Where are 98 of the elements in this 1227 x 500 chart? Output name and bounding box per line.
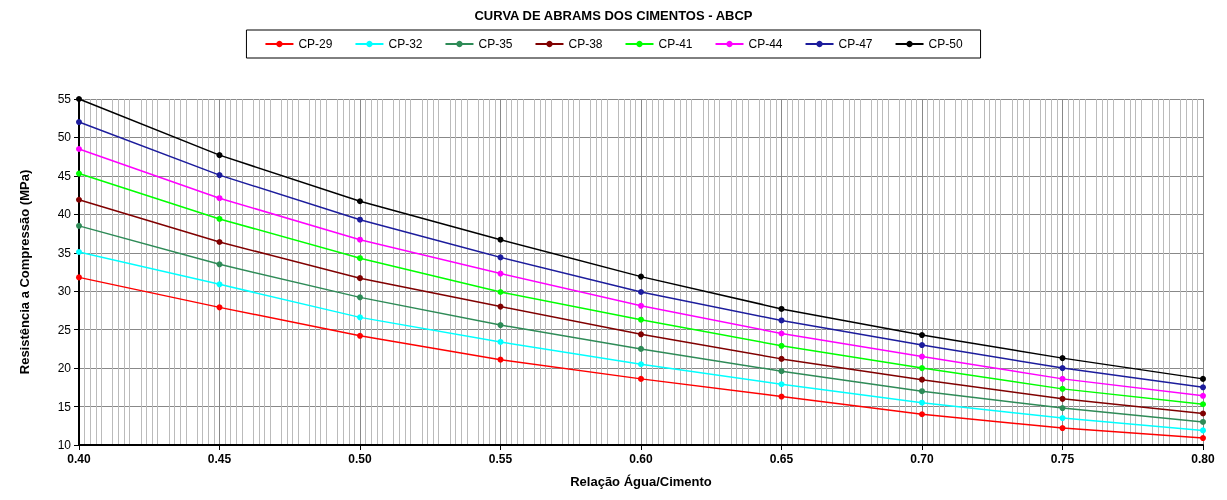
point bbox=[357, 198, 363, 205]
y-axis-title: Resistência a Compressão (MPa) bbox=[17, 169, 32, 375]
point bbox=[497, 288, 504, 295]
point bbox=[497, 270, 504, 277]
point bbox=[919, 342, 925, 349]
point bbox=[919, 332, 925, 339]
point bbox=[216, 152, 223, 159]
point bbox=[778, 381, 785, 388]
point bbox=[216, 215, 223, 222]
point bbox=[919, 353, 925, 360]
point bbox=[216, 195, 223, 202]
point bbox=[216, 239, 223, 246]
point bbox=[216, 172, 223, 179]
point bbox=[76, 274, 82, 281]
x-tick-label: 0.55 bbox=[488, 452, 513, 466]
point bbox=[638, 375, 644, 382]
point bbox=[919, 399, 925, 406]
point bbox=[778, 393, 785, 400]
point bbox=[1200, 401, 1206, 408]
point bbox=[76, 196, 82, 203]
point bbox=[638, 302, 644, 309]
legend-label: CP-38 bbox=[568, 37, 603, 51]
legend-label: CP-41 bbox=[658, 37, 693, 51]
point bbox=[1059, 375, 1066, 382]
point bbox=[638, 331, 644, 338]
point bbox=[638, 288, 644, 295]
x-tick-label: 0.80 bbox=[1191, 452, 1215, 466]
point bbox=[1200, 384, 1206, 391]
point bbox=[357, 275, 363, 282]
point bbox=[357, 314, 363, 321]
point bbox=[357, 255, 363, 262]
point bbox=[1200, 375, 1206, 382]
y-tick-label: 10 bbox=[57, 438, 72, 452]
legend-label: CP-35 bbox=[478, 37, 513, 51]
point bbox=[778, 317, 785, 324]
point bbox=[638, 361, 644, 368]
point bbox=[638, 345, 644, 352]
point bbox=[1200, 427, 1206, 434]
point bbox=[778, 355, 785, 362]
y-tick-label: 45 bbox=[57, 168, 72, 183]
point bbox=[919, 376, 925, 383]
point bbox=[76, 145, 82, 152]
legend-label: CP-47 bbox=[838, 37, 873, 51]
point bbox=[497, 303, 504, 310]
y-tick-label: 25 bbox=[57, 322, 72, 337]
legend-label: CP-50 bbox=[928, 37, 963, 51]
point bbox=[357, 332, 363, 339]
legend-label: CP-32 bbox=[388, 37, 423, 51]
y-tick-label: 55 bbox=[57, 92, 72, 106]
point bbox=[919, 411, 925, 418]
point bbox=[1059, 355, 1066, 362]
point bbox=[1059, 425, 1066, 432]
x-tick-label: 0.40 bbox=[67, 452, 91, 466]
point bbox=[76, 119, 82, 126]
x-axis-title: Relação Água/Cimento bbox=[570, 474, 712, 489]
point bbox=[497, 322, 504, 329]
point bbox=[919, 388, 925, 395]
point bbox=[1200, 410, 1206, 417]
y-tick-label: 20 bbox=[57, 361, 72, 376]
point bbox=[778, 368, 785, 375]
point bbox=[357, 294, 363, 301]
x-tick-label: 0.65 bbox=[769, 452, 794, 466]
y-tick-label: 40 bbox=[57, 207, 72, 222]
point bbox=[778, 305, 785, 312]
x-tick-label: 0.60 bbox=[629, 452, 653, 466]
point bbox=[1200, 418, 1206, 425]
point bbox=[1200, 435, 1206, 442]
point bbox=[497, 338, 504, 345]
point bbox=[357, 216, 363, 223]
point bbox=[497, 236, 504, 243]
x-tick-label: 0.50 bbox=[348, 452, 372, 466]
y-tick-label: 35 bbox=[57, 245, 72, 260]
point bbox=[778, 342, 785, 349]
x-tick-label: 0.45 bbox=[207, 452, 232, 466]
point bbox=[919, 365, 925, 372]
point bbox=[1059, 405, 1066, 412]
point bbox=[778, 330, 785, 337]
point bbox=[76, 249, 82, 256]
point bbox=[216, 281, 223, 288]
y-tick-label: 30 bbox=[57, 284, 72, 299]
point bbox=[1059, 395, 1066, 402]
point bbox=[76, 170, 82, 177]
legend-label: CP-44 bbox=[748, 37, 783, 51]
point bbox=[216, 261, 223, 268]
chart-title: CURVA DE ABRAMS DOS CIMENTOS - ABCP bbox=[474, 8, 753, 23]
point bbox=[76, 222, 82, 229]
point bbox=[357, 236, 363, 243]
x-tick-label: 0.75 bbox=[1050, 452, 1075, 466]
point bbox=[638, 316, 644, 323]
y-tick-label: 50 bbox=[57, 130, 72, 145]
point bbox=[1200, 392, 1206, 399]
x-tick-label: 0.70 bbox=[910, 452, 934, 466]
point bbox=[1059, 385, 1066, 392]
point bbox=[1059, 365, 1066, 372]
point bbox=[1059, 415, 1066, 422]
y-tick-label: 15 bbox=[57, 399, 72, 414]
point bbox=[638, 273, 644, 280]
legend-label: CP-29 bbox=[298, 37, 333, 51]
